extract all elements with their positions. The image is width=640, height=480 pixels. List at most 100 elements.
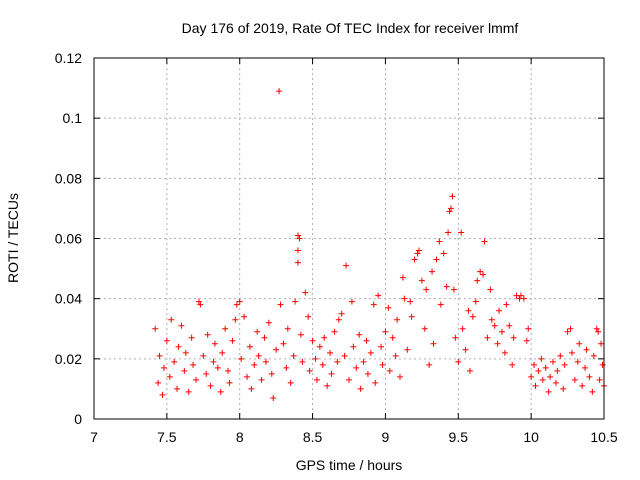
data-point — [499, 328, 505, 335]
data-point — [343, 262, 350, 269]
data-point — [248, 385, 255, 392]
x-tick-label: 10.5 — [590, 429, 617, 445]
data-point — [557, 352, 564, 359]
data-point — [379, 361, 386, 368]
data-point — [277, 301, 284, 308]
data-point — [229, 337, 236, 344]
data-point — [306, 367, 313, 374]
data-point — [214, 364, 221, 371]
data-point — [287, 379, 294, 386]
data-point — [494, 340, 501, 347]
data-point — [459, 325, 466, 332]
data-point — [404, 346, 411, 353]
data-point — [193, 376, 199, 383]
x-tick-label: 9 — [382, 429, 390, 445]
data-point — [574, 358, 581, 365]
data-point — [195, 298, 202, 305]
data-point — [462, 346, 469, 353]
data-point — [525, 325, 532, 332]
data-point — [270, 394, 277, 401]
data-point — [458, 229, 465, 236]
data-point — [517, 292, 524, 299]
data-point — [159, 391, 166, 398]
data-point — [510, 334, 517, 341]
data-point — [411, 256, 418, 263]
data-point — [554, 367, 561, 374]
axis-ticks: 7 7.5 8 8.5 9 9.5 10 10.5 0 0.02 0.04 0.06 0.08 0.1 0.… — [55, 50, 618, 445]
data-point — [156, 352, 163, 359]
y-tick-label: 0.04 — [55, 291, 82, 307]
data-point — [445, 229, 452, 236]
data-point — [305, 313, 312, 320]
data-point — [299, 358, 306, 365]
data-point — [268, 370, 275, 377]
data-point — [295, 247, 301, 254]
data-point — [545, 388, 552, 395]
data-point — [182, 349, 189, 356]
data-point — [319, 361, 326, 368]
data-point — [385, 304, 392, 311]
data-point — [324, 382, 331, 389]
data-point — [222, 325, 229, 332]
data-point — [506, 322, 513, 329]
data-point — [448, 205, 454, 212]
data-point — [547, 373, 554, 380]
data-point — [280, 340, 287, 347]
data-point — [436, 238, 443, 245]
data-point — [261, 334, 268, 341]
data-point — [283, 364, 290, 371]
data-point — [356, 331, 363, 338]
data-point — [571, 376, 578, 383]
x-tick-label: 10 — [523, 429, 539, 445]
data-point — [477, 268, 484, 275]
data-point — [450, 286, 457, 293]
data-point — [520, 295, 527, 302]
data-point — [496, 307, 503, 314]
data-point — [210, 358, 217, 365]
data-point — [334, 358, 341, 365]
data-point — [440, 250, 447, 257]
y-tick-label: 0.06 — [55, 231, 82, 247]
data-point — [564, 328, 571, 335]
data-point — [539, 376, 546, 383]
data-point — [241, 313, 248, 320]
data-point — [155, 379, 162, 386]
data-point — [567, 325, 574, 332]
data-point — [348, 298, 355, 305]
data-point — [152, 325, 159, 332]
data-point — [509, 361, 516, 368]
data-point — [407, 298, 414, 305]
data-point — [296, 235, 303, 242]
data-point — [316, 343, 323, 350]
data-point — [338, 310, 345, 317]
y-tick-label: 0.08 — [55, 170, 82, 186]
data-point — [236, 298, 243, 305]
data-point — [246, 343, 253, 350]
data-point — [394, 316, 401, 323]
data-point — [449, 193, 456, 200]
data-point — [426, 361, 433, 368]
data-point — [421, 325, 428, 332]
data-point — [363, 337, 370, 344]
data-point — [295, 232, 301, 239]
data-point — [542, 364, 549, 371]
data-point — [532, 382, 539, 389]
data-point — [415, 247, 422, 254]
data-point — [295, 259, 301, 266]
data-point — [386, 367, 393, 374]
data-point — [378, 343, 385, 350]
data-point — [341, 352, 348, 359]
data-point — [429, 268, 436, 275]
data-point — [331, 328, 338, 335]
data-point — [178, 322, 185, 329]
data-point — [185, 388, 192, 395]
x-tick-label: 7.5 — [157, 429, 177, 445]
data-point — [583, 346, 590, 353]
data-point — [200, 352, 207, 359]
data-point — [397, 373, 403, 380]
data-point — [226, 379, 233, 386]
x-tick-label: 8.5 — [303, 429, 323, 445]
chart-title: Day 176 of 2019, Rate Of TEC Index for r… — [182, 20, 519, 36]
data-point — [561, 361, 568, 368]
